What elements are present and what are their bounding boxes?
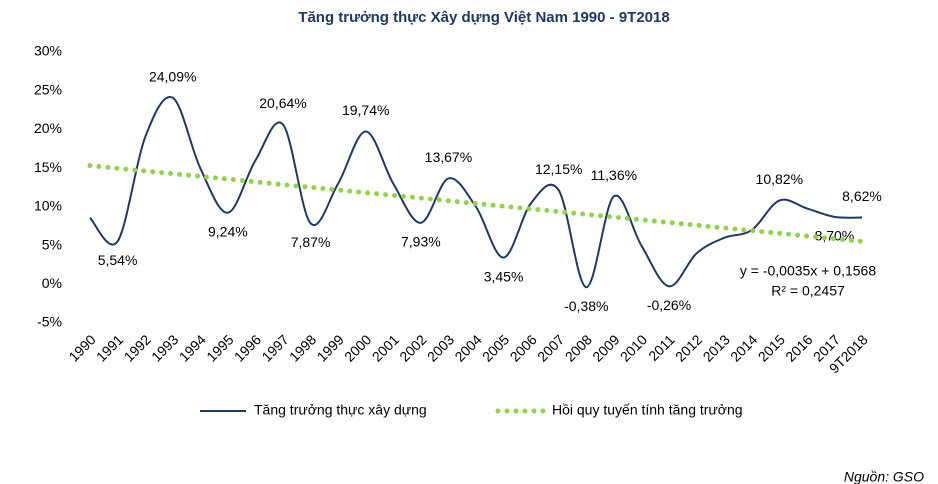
data-label: 5,54%: [98, 252, 138, 268]
x-tick-label: 2007: [534, 331, 567, 364]
x-tick-label: 2015: [755, 331, 788, 364]
data-label: 19,74%: [342, 102, 389, 118]
x-tick-label: 2011: [645, 331, 678, 364]
chart-title: Tăng trưởng thực Xây dựng Việt Nam 1990 …: [298, 9, 669, 26]
x-tick-label: 2016: [782, 331, 815, 364]
y-tick-label: 20%: [34, 120, 62, 136]
data-label: 11,36%: [591, 167, 637, 183]
x-tick-label: 2014: [727, 331, 760, 364]
y-tick-label: 30%: [34, 43, 62, 59]
source: Nguồn: GSO: [844, 469, 924, 484]
x-tick-label: 2003: [424, 331, 457, 364]
x-tick-label: 1990: [65, 331, 98, 364]
x-tick-label: 1998: [286, 331, 319, 364]
x-tick-label: 2006: [507, 331, 540, 364]
x-tick-label: 2013: [700, 331, 733, 364]
x-tick-label: 2008: [562, 331, 595, 364]
data-label: 8,62%: [842, 188, 882, 204]
data-label: 8,70%: [815, 228, 855, 244]
x-tick-label: 2004: [451, 331, 484, 364]
y-tick-label: 5%: [42, 236, 62, 252]
data-label: 20,64%: [259, 95, 306, 111]
data-label: 7,87%: [291, 234, 331, 250]
data-label: 9,24%: [208, 223, 248, 239]
series-line: [89, 96, 863, 289]
data-label: 7,93%: [401, 234, 441, 250]
data-label: -0,26%: [647, 297, 691, 313]
x-tick-label: 1994: [176, 331, 209, 364]
x-tick-label: 1997: [258, 331, 291, 364]
legend-label: Tăng trưởng thực xây dựng: [254, 402, 427, 418]
data-label: 12,15%: [535, 161, 582, 177]
equation: y = -0,0035x + 0,1568: [740, 263, 876, 279]
x-tick-label: 1999: [314, 331, 347, 364]
data-label: 3,45%: [484, 268, 524, 284]
data-label: 10,82%: [756, 171, 803, 187]
data-label: 13,67%: [425, 149, 472, 165]
x-tick-label: 2009: [589, 331, 622, 364]
y-tick-label: 25%: [34, 81, 62, 97]
x-tick-label: 1993: [148, 331, 181, 364]
legend-label: Hồi quy tuyến tính tăng trưởng: [552, 402, 743, 418]
x-tick-label: 1992: [121, 331, 154, 364]
x-tick-label: 1995: [203, 331, 236, 364]
x-tick-label: 2005: [479, 331, 512, 364]
x-tick-label: 1996: [231, 331, 264, 364]
data-label: -0,38%: [564, 298, 608, 314]
y-tick-label: 0%: [42, 275, 62, 291]
x-tick-label: 2010: [617, 331, 650, 364]
x-tick-label: 2000: [341, 331, 374, 364]
data-label: 24,09%: [149, 68, 196, 84]
y-tick-label: 10%: [34, 198, 62, 214]
r-squared: R² = 0,2457: [771, 283, 845, 299]
trend-line: [87, 163, 865, 244]
x-tick-label: 2001: [369, 331, 402, 364]
x-tick-label: 1991: [93, 331, 126, 364]
y-tick-label: -5%: [37, 314, 62, 330]
y-tick-label: 15%: [34, 159, 62, 175]
x-tick-label: 2012: [672, 331, 705, 364]
x-tick-label: 2002: [396, 331, 429, 364]
